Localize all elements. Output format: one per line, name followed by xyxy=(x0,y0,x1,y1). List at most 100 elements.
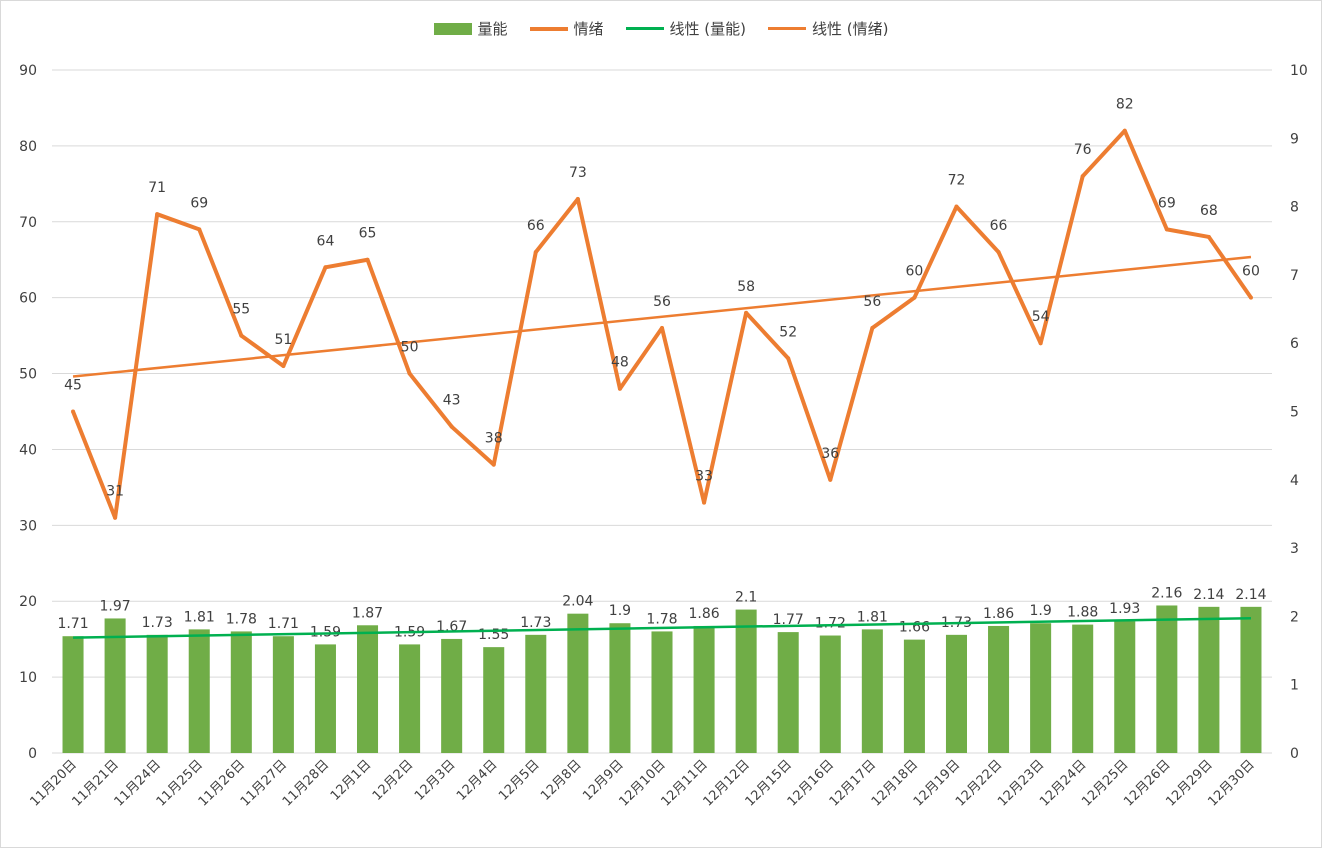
left-axis-tick-label: 10 xyxy=(19,670,37,686)
legend-label-sentiment-trend: 线性 (情绪) xyxy=(812,20,889,38)
bar-volume xyxy=(146,634,168,753)
legend-item-volume-trend: 线性 (量能) xyxy=(625,18,747,39)
bar-volume xyxy=(1156,605,1178,753)
line-data-label: 43 xyxy=(443,393,461,409)
sentiment-point xyxy=(113,515,118,520)
sentiment-point xyxy=(449,424,454,429)
line-data-label: 51 xyxy=(274,332,292,348)
x-axis-tick-label: 12月8日 xyxy=(538,757,585,804)
bar-volume xyxy=(1030,623,1052,753)
line-data-label: 69 xyxy=(190,195,208,211)
sentiment-point xyxy=(239,333,244,338)
right-axis-tick-label: 1 xyxy=(1290,678,1299,694)
right-axis-tick-label: 6 xyxy=(1290,336,1299,352)
legend-swatch-sentiment-trend xyxy=(768,27,807,30)
sentiment-point xyxy=(912,295,917,300)
bar-volume xyxy=(483,647,505,753)
bar-data-label: 2.04 xyxy=(562,594,593,610)
sentiment-point xyxy=(1038,341,1043,346)
x-axis-tick-label: 12月4日 xyxy=(454,757,501,804)
sentiment-point xyxy=(533,250,538,255)
line-data-label: 60 xyxy=(1242,264,1260,280)
left-axis-tick-label: 60 xyxy=(19,291,37,307)
x-axis-tick-label: 12月3日 xyxy=(412,757,459,804)
line-data-label: 33 xyxy=(695,469,713,485)
line-data-label: 58 xyxy=(737,279,755,295)
line-data-label: 56 xyxy=(863,294,881,310)
sentiment-point xyxy=(870,326,875,331)
left-axis-tick-label: 40 xyxy=(19,442,37,458)
right-axis-tick-label: 0 xyxy=(1290,746,1299,762)
bar-volume xyxy=(1240,606,1262,753)
right-axis-tick-label: 10 xyxy=(1290,63,1308,79)
bar-data-label: 1.66 xyxy=(899,620,930,636)
line-data-label: 68 xyxy=(1200,203,1218,219)
bar-data-label: 1.97 xyxy=(100,598,131,614)
line-data-label: 56 xyxy=(653,294,671,310)
bar-volume xyxy=(104,618,126,753)
line-data-label: 73 xyxy=(569,165,587,181)
line-data-label: 31 xyxy=(106,484,124,500)
sentiment-point xyxy=(71,409,76,414)
bar-data-label: 1.86 xyxy=(688,606,719,622)
line-data-label: 76 xyxy=(1074,142,1092,158)
legend-item-sentiment-trend: 线性 (情绪) xyxy=(768,18,889,39)
trendline-sentiment xyxy=(72,255,1252,378)
line-data-label: 65 xyxy=(359,226,377,242)
sentiment-point xyxy=(786,356,791,361)
legend-label-volume-trend: 线性 (量能) xyxy=(669,20,747,38)
sentiment-point xyxy=(155,212,160,217)
line-data-label: 48 xyxy=(611,355,629,371)
bar-data-label: 1.73 xyxy=(142,615,173,631)
sentiment-point xyxy=(702,500,707,505)
right-axis-tick-label: 5 xyxy=(1290,405,1299,421)
line-data-label: 71 xyxy=(148,180,166,196)
sentiment-point xyxy=(996,250,1001,255)
legend-swatch-volume-trend xyxy=(625,27,664,30)
sentiment-point xyxy=(1248,295,1253,300)
bar-data-label: 1.9 xyxy=(1029,603,1051,619)
bar-volume xyxy=(651,631,673,753)
legend-swatch-volume xyxy=(433,22,472,35)
bar-data-label: 1.78 xyxy=(646,611,677,627)
right-axis-tick-label: 8 xyxy=(1290,200,1299,216)
sentiment-point xyxy=(491,462,496,467)
sentiment-point xyxy=(744,310,749,315)
sentiment-point xyxy=(1206,234,1211,239)
line-data-label: 82 xyxy=(1116,97,1134,113)
sentiment-point xyxy=(323,265,328,270)
line-data-label: 38 xyxy=(485,431,503,447)
sentiment-point xyxy=(617,386,622,391)
line-data-label: 64 xyxy=(317,233,335,249)
bar-volume xyxy=(272,636,294,753)
bar-volume xyxy=(861,629,883,753)
right-axis-tick-label: 2 xyxy=(1290,609,1299,625)
left-axis-tick-label: 20 xyxy=(19,594,37,610)
sentiment-point xyxy=(660,326,664,331)
left-axis-tick-label: 30 xyxy=(19,518,37,534)
bar-volume xyxy=(314,644,336,753)
bar-volume xyxy=(357,625,379,753)
bar-volume xyxy=(1114,621,1136,753)
legend-label-sentiment: 情绪 xyxy=(573,20,604,38)
bar-data-label: 1.87 xyxy=(352,605,383,621)
bar-volume xyxy=(777,632,799,753)
bar-volume xyxy=(693,625,715,753)
bar-volume xyxy=(62,636,84,753)
bar-data-label: 1.71 xyxy=(268,616,299,632)
left-axis-tick-label: 90 xyxy=(19,63,37,79)
bar-data-label: 1.9 xyxy=(609,603,631,619)
sentiment-point xyxy=(1164,227,1169,232)
line-data-label: 50 xyxy=(401,340,419,356)
bar-volume xyxy=(609,623,631,753)
line-data-label: 60 xyxy=(905,264,923,280)
left-axis-tick-label: 50 xyxy=(19,367,37,383)
bar-data-label: 1.77 xyxy=(773,612,804,628)
line-data-label: 72 xyxy=(948,173,966,189)
sentiment-point xyxy=(1080,174,1085,179)
right-axis-tick-label: 3 xyxy=(1290,541,1299,557)
x-axis-tick-label: 12月30日 xyxy=(1205,757,1257,809)
line-data-label: 45 xyxy=(64,378,82,394)
bar-data-label: 1.88 xyxy=(1067,605,1098,621)
